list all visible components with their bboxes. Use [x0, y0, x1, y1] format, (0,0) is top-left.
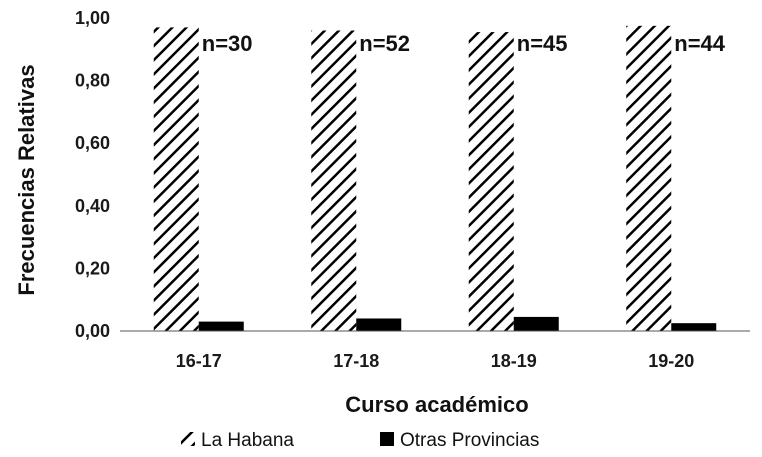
sample-size-label: n=44: [674, 31, 726, 56]
y-axis-title: Frecuencias Relativas: [14, 64, 39, 295]
x-tick-label: 19-20: [648, 351, 694, 371]
bar-otras-provincias: [356, 318, 402, 331]
sample-size-label: n=52: [359, 31, 410, 56]
annotations: n=30 n=52 n=45 n=44: [202, 31, 726, 56]
y-tick-label: 0,40: [75, 196, 110, 216]
bars: [153, 25, 717, 332]
y-tick-label: 0,00: [75, 321, 110, 341]
x-axis-ticks: 16-17 17-18 18-19 19-20: [176, 351, 695, 371]
x-tick-label: 18-19: [491, 351, 537, 371]
y-tick-label: 0,80: [75, 71, 110, 91]
bar-la-habana: [153, 27, 199, 331]
sample-size-label: n=30: [202, 31, 253, 56]
y-tick-label: 0,60: [75, 133, 110, 153]
sample-size-label: n=45: [517, 31, 568, 56]
legend-swatch-otras-provincias: [380, 432, 394, 446]
x-tick-label: 17-18: [333, 351, 379, 371]
legend-swatch-la-habana: [181, 432, 195, 446]
bar-la-habana: [626, 25, 672, 331]
x-axis-title: Curso académico: [345, 392, 528, 417]
legend: La Habana Otras Provincias: [181, 430, 539, 451]
y-tick-label: 1,00: [75, 8, 110, 28]
y-tick-label: 0,20: [75, 258, 110, 278]
legend-label-otras-provincias: Otras Provincias: [400, 430, 539, 451]
y-axis-ticks: 0,00 0,20 0,40 0,60 0,80 1,00: [75, 8, 110, 341]
x-tick-label: 16-17: [176, 351, 222, 371]
bar-la-habana: [468, 32, 514, 332]
bar-otras-provincias: [513, 316, 559, 331]
legend-label-la-habana: La Habana: [201, 430, 294, 451]
bar-otras-provincias: [671, 323, 717, 331]
bar-la-habana: [311, 30, 357, 332]
bar-otras-provincias: [198, 321, 244, 331]
